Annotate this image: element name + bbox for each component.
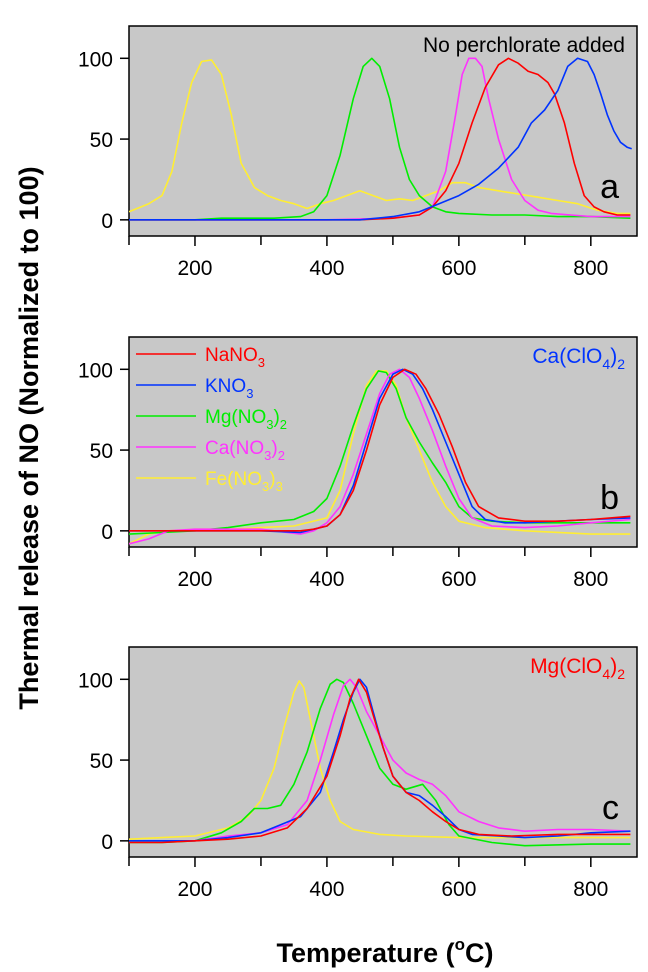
panel-b-annotation: Ca(ClO4)2	[532, 345, 625, 372]
panel-b-x-tick-label: 600	[441, 568, 476, 591]
panel-a-series-line-4	[129, 57, 632, 221]
panel-a-series-line-3	[129, 57, 631, 221]
panel-c-x-tick-label: 800	[573, 878, 608, 901]
panel-c-series-line-0	[129, 680, 631, 840]
panel-a-panel-letter: a	[600, 168, 619, 206]
panel-a-annotation: No perchlorate added	[423, 34, 625, 57]
panel-c: 0 50 100 200 400 600 800 Mg(ClO4)2 c	[78, 646, 638, 901]
panel-c-y-tick-label: 100	[78, 669, 113, 692]
panel-a-y-tick-label: 0	[101, 210, 113, 233]
panel-b: 0 50 100 200 400 600 800 Ca(ClO4)2 b NaNO3 KNO3 Mg(…	[78, 336, 638, 591]
legend-label: KNO3	[205, 376, 253, 401]
x-axis-label-degree: o	[455, 935, 465, 954]
panel-b-y-tick-label: 50	[90, 440, 113, 463]
legend-label: Ca(NO3)2	[205, 438, 285, 463]
legend-label: Mg(NO3)2	[205, 407, 287, 432]
panel-c-panel-letter: c	[602, 789, 619, 827]
panel-a-y-tick-label: 100	[78, 48, 113, 71]
legend: NaNO3 KNO3 Mg(NO3)2 Ca(NO3)2 Fe(NO3)3	[136, 345, 287, 494]
panel-c-x-tick-label: 200	[177, 878, 212, 901]
panel-c-x-tick-label: 400	[309, 878, 344, 901]
panel-c-y-tick-label: 50	[90, 750, 113, 773]
panel-b-panel-letter: b	[600, 479, 619, 517]
panel-b-y-tick-label: 100	[78, 359, 113, 382]
panel-b-x-tick-label: 200	[177, 568, 212, 591]
panel-c-x-tick-label: 600	[441, 878, 476, 901]
panel-b-series-group	[129, 368, 631, 545]
x-axis-label: Temperature (oC)	[277, 935, 494, 968]
panel-c-series-group	[129, 678, 631, 847]
panel-b-x-tick-label: 400	[309, 568, 344, 591]
panel-a-x-tick-label: 800	[573, 257, 608, 280]
panel-a-x-tick-label: 400	[309, 257, 344, 280]
y-axis-label: Thermal release of NO (Normalized to 100…	[14, 166, 44, 709]
panel-b-x-tick-label: 800	[573, 568, 608, 591]
panel-a-series-line-1	[129, 57, 631, 221]
panel-c-plot-area	[128, 646, 638, 858]
panel-b-series-line-4	[129, 368, 631, 532]
x-axis-label-unit: C)	[465, 938, 494, 968]
panel-b-series-line-2	[129, 368, 631, 545]
legend-label: NaNO3	[205, 345, 265, 370]
panel-a: 0 50 100 200 400 600 800 No perchlorate added a	[78, 25, 638, 280]
panel-a-series-group	[129, 57, 632, 221]
panel-a-series-line-0	[129, 59, 631, 215]
panel-c-y-tick-label: 0	[101, 831, 113, 854]
panel-a-y-tick-label: 50	[90, 129, 113, 152]
panel-c-annotation: Mg(ClO4)2	[530, 655, 625, 682]
x-axis-label-main: Temperature (	[277, 938, 455, 968]
panel-c-series-line-4	[129, 678, 631, 844]
panel-a-x-tick-label: 600	[441, 257, 476, 280]
panel-a-plot-area	[128, 25, 638, 237]
panel-a-x-tick-label: 200	[177, 257, 212, 280]
panel-c-series-line-1	[129, 678, 631, 847]
panel-b-y-tick-label: 0	[101, 521, 113, 544]
legend-label: Fe(NO3)3	[205, 469, 283, 494]
